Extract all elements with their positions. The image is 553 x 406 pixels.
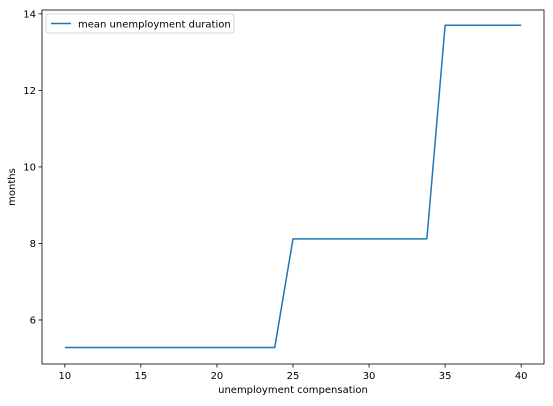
y-tick-label: 8 [30, 239, 36, 250]
y-tick-label: 6 [30, 315, 36, 326]
x-tick-label: 40 [515, 371, 528, 382]
y-axis-label: months [7, 168, 18, 206]
y-axis-ticks: 6 8 10 12 14 [23, 9, 42, 326]
x-axis-label: unemployment compensation [218, 385, 368, 396]
x-axis-ticks: 10 15 20 25 30 35 40 [58, 364, 528, 382]
series-layer [64, 24, 522, 349]
x-tick-label: 20 [211, 371, 224, 382]
x-tick-label: 35 [439, 371, 452, 382]
legend-box [45, 13, 235, 34]
series-line [64, 24, 522, 349]
legend: mean unemployment duration [45, 13, 235, 34]
x-tick-label: 25 [287, 371, 300, 382]
y-tick-label: 12 [23, 86, 36, 97]
y-tick-label: 10 [23, 162, 36, 173]
x-tick-label: 30 [363, 371, 376, 382]
x-tick-label: 10 [58, 371, 71, 382]
legend-label: mean unemployment duration [78, 20, 231, 31]
y-tick-label: 14 [23, 9, 36, 20]
x-tick-label: 15 [135, 371, 148, 382]
plot-area-frame [41, 9, 545, 365]
